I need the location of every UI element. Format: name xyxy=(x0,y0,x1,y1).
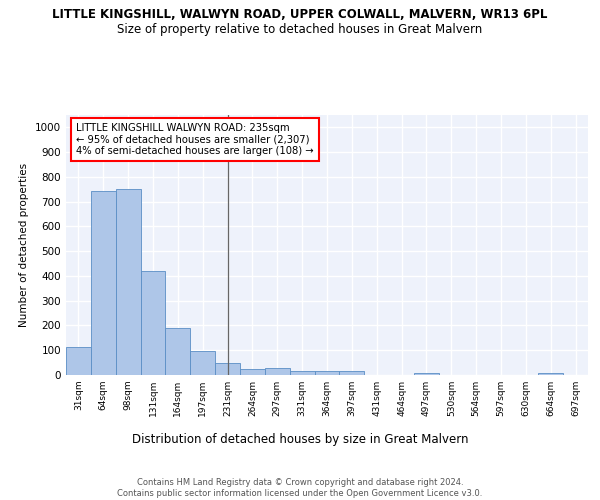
Bar xyxy=(166,328,190,375)
Bar xyxy=(265,368,290,375)
Bar xyxy=(215,362,240,375)
Bar xyxy=(290,371,314,375)
Bar xyxy=(140,271,166,375)
Text: LITTLE KINGSHILL WALWYN ROAD: 235sqm
← 95% of detached houses are smaller (2,307: LITTLE KINGSHILL WALWYN ROAD: 235sqm ← 9… xyxy=(76,123,314,156)
Bar xyxy=(414,372,439,375)
Bar xyxy=(340,371,364,375)
Text: LITTLE KINGSHILL, WALWYN ROAD, UPPER COLWALL, MALVERN, WR13 6PL: LITTLE KINGSHILL, WALWYN ROAD, UPPER COL… xyxy=(52,8,548,20)
Text: Size of property relative to detached houses in Great Malvern: Size of property relative to detached ho… xyxy=(118,22,482,36)
Bar xyxy=(240,369,265,375)
Bar xyxy=(91,190,116,375)
Bar xyxy=(538,372,563,375)
Bar xyxy=(66,347,91,375)
Bar xyxy=(190,350,215,375)
Bar xyxy=(314,372,340,375)
Y-axis label: Number of detached properties: Number of detached properties xyxy=(19,163,29,327)
Text: Contains HM Land Registry data © Crown copyright and database right 2024.
Contai: Contains HM Land Registry data © Crown c… xyxy=(118,478,482,498)
Bar xyxy=(116,189,140,375)
Text: Distribution of detached houses by size in Great Malvern: Distribution of detached houses by size … xyxy=(132,432,468,446)
